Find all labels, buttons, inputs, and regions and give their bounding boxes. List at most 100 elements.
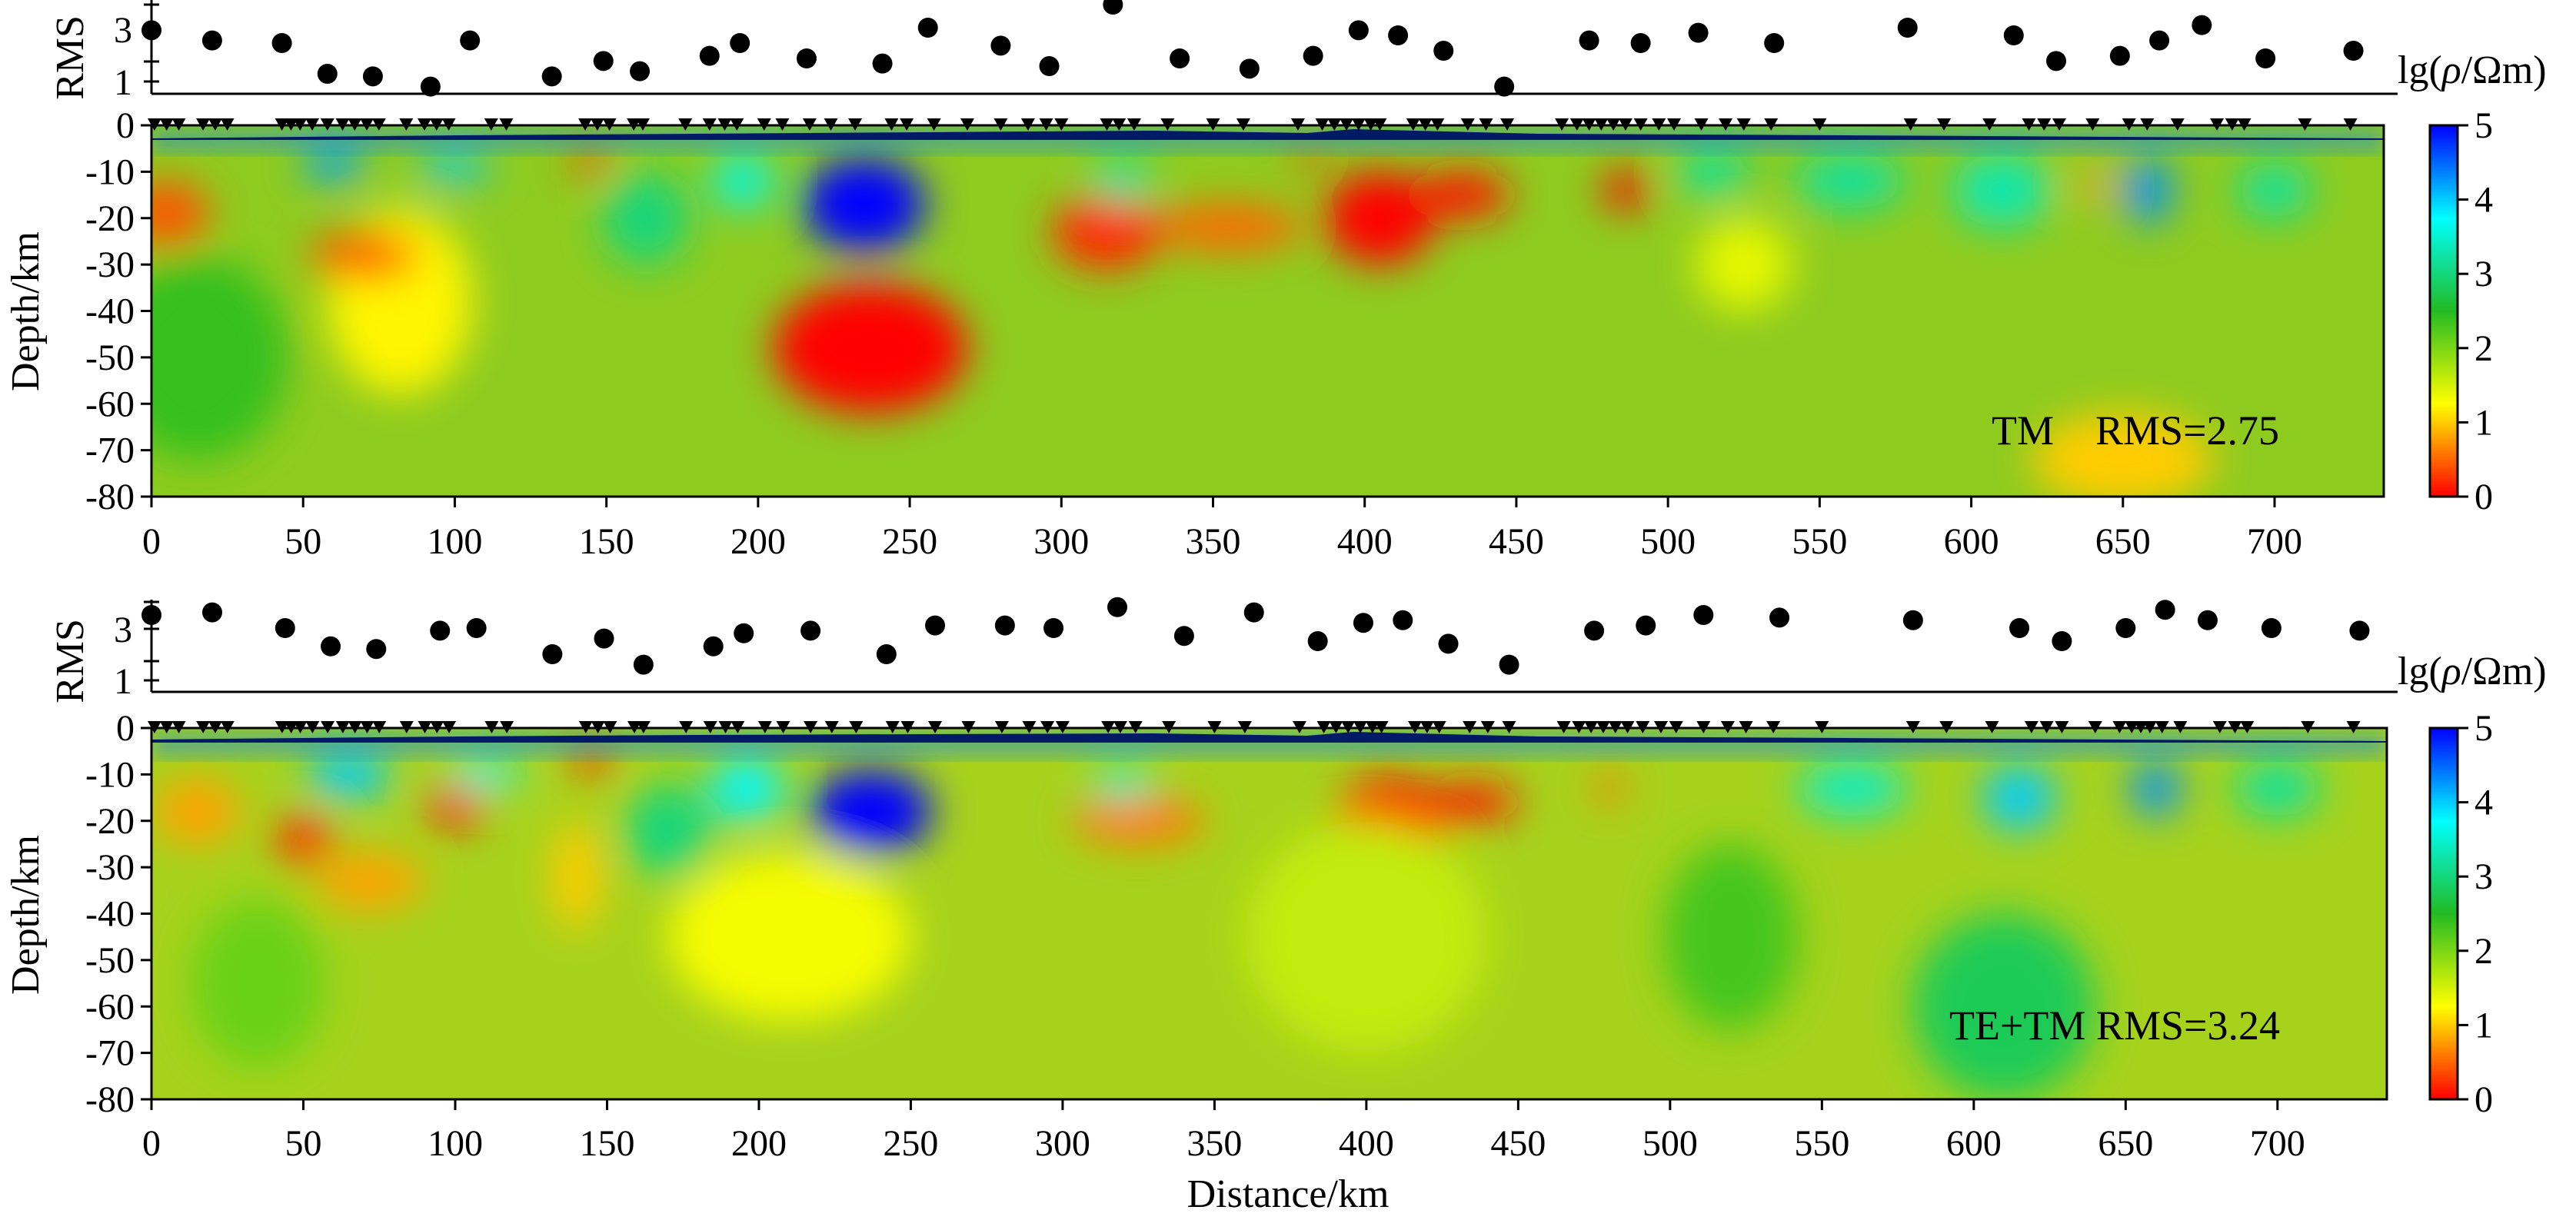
station-marker xyxy=(1720,721,1735,733)
distance-tick-label: 0 xyxy=(142,1123,161,1164)
station-marker xyxy=(1985,721,1999,733)
resistivity-anomaly xyxy=(804,158,925,251)
rms-tick-label-3: 3 xyxy=(114,610,132,650)
colorbar-tick-label: 2 xyxy=(2474,328,2493,369)
colorbar-tick-label: 0 xyxy=(2474,1079,2493,1120)
rms-point xyxy=(1388,25,1409,45)
station-marker xyxy=(1127,118,1141,131)
station-marker xyxy=(275,118,289,131)
station-marker xyxy=(1739,721,1753,733)
te-tm-panel: RMS 3 1 0 -10 -20 -30 -40 -50 -60 -70 -80 xyxy=(4,597,2547,1216)
station-marker xyxy=(1620,721,1635,733)
station-marker xyxy=(2142,721,2157,733)
colorbar-tick-label: 4 xyxy=(2474,783,2493,823)
resistivity-anomaly xyxy=(1797,760,1907,816)
station-marker xyxy=(1500,118,1515,131)
rms-point xyxy=(1173,626,1194,647)
rms-point xyxy=(141,605,161,625)
station-marker xyxy=(1340,118,1354,131)
rms-point xyxy=(1438,633,1459,654)
resistivity-anomaly xyxy=(1591,774,1628,803)
depth-tick-label: -70 xyxy=(85,430,135,471)
depth-tick-label: -20 xyxy=(85,801,135,842)
resistivity-anomaly xyxy=(418,153,491,181)
rms-point xyxy=(2046,51,2067,71)
station-marker xyxy=(678,118,693,131)
station-marker xyxy=(578,721,593,733)
rms-point xyxy=(271,33,292,53)
station-marker xyxy=(1636,721,1650,733)
station-marker xyxy=(885,721,900,733)
rms-point xyxy=(1170,48,1190,68)
station-marker xyxy=(159,721,174,733)
depth-tick-label: 0 xyxy=(116,708,135,749)
rms-point xyxy=(1579,30,1599,51)
resistivity-anomaly xyxy=(1601,171,1650,209)
station-marker xyxy=(635,118,650,131)
rms-point xyxy=(630,61,651,81)
distance-tick-label: 600 xyxy=(1944,521,1999,562)
depth-ticks: 0 -10 -20 -30 -40 -50 -60 -70 -80 xyxy=(85,708,151,1120)
rms-tick-label-1: 1 xyxy=(114,661,132,702)
station-marker xyxy=(2022,118,2036,131)
resistivity-section: 0 -10 -20 -30 -40 -50 -60 -70 -80 0 50 100 150 200 25… xyxy=(4,708,2388,1216)
rms-point xyxy=(362,66,383,87)
station-marker xyxy=(1582,118,1596,131)
rms-point xyxy=(201,30,222,51)
station-marker xyxy=(1502,721,1516,733)
station-marker xyxy=(961,721,976,733)
station-marker xyxy=(1937,118,1952,131)
station-marker xyxy=(2173,721,2188,733)
resistivity-anomaly xyxy=(603,171,689,265)
station-marker xyxy=(305,118,320,131)
station-marker xyxy=(171,721,186,733)
resistivity-anomaly xyxy=(2238,162,2311,218)
station-marker xyxy=(441,118,456,131)
station-marker xyxy=(2301,721,2315,733)
rms-point xyxy=(1348,20,1369,41)
station-marker xyxy=(730,118,744,131)
rms-point xyxy=(1897,18,1918,38)
colorbar-label-prefix: lg( xyxy=(2398,650,2442,693)
rms-point xyxy=(1353,613,1373,633)
rms-point xyxy=(734,623,754,643)
station-marker xyxy=(578,118,593,131)
rms-point xyxy=(1393,610,1413,630)
station-marker xyxy=(429,118,444,131)
distance-tick-label: 700 xyxy=(2250,1123,2305,1164)
resistivity-anomaly xyxy=(1413,171,1511,218)
station-marker xyxy=(1315,118,1330,131)
rms-point xyxy=(466,618,487,638)
station-marker xyxy=(499,118,514,131)
colorbar-label-rho: ρ xyxy=(2441,48,2461,92)
resistivity-anomaly xyxy=(1952,153,2051,228)
resistivity-anomaly xyxy=(449,760,522,789)
distance-tick-label: 550 xyxy=(1792,521,1847,562)
resistivity-section: 0 -10 -20 -30 -40 -50 -60 -70 -80 0 50 100 150 200 25… xyxy=(4,105,2385,562)
resistivity-anomaly xyxy=(309,231,419,279)
distance-tick-label: 300 xyxy=(1033,521,1089,562)
distance-tick-label: 50 xyxy=(285,521,321,562)
rms-points xyxy=(141,597,2370,675)
station-marker xyxy=(320,118,334,131)
colorbar-label-suffix: /Ωm) xyxy=(2461,650,2547,693)
depth-tick-label: -60 xyxy=(85,986,135,1027)
station-marker xyxy=(1341,721,1356,733)
rms-point xyxy=(1494,76,1515,97)
station-marker xyxy=(1363,118,1378,131)
station-marker xyxy=(1112,118,1127,131)
station-marker xyxy=(348,721,362,733)
station-markers xyxy=(147,721,2361,733)
rms-point xyxy=(1764,33,1785,53)
station-marker xyxy=(1207,721,1222,733)
topography-line xyxy=(151,129,2384,140)
rms-point xyxy=(275,618,295,638)
distance-tick-label: 50 xyxy=(285,1123,321,1164)
distance-tick-label: 150 xyxy=(579,521,634,562)
rms-point xyxy=(925,615,946,636)
distance-tick-label: 100 xyxy=(427,521,482,562)
resistivity-anomaly xyxy=(1795,153,1905,209)
station-marker xyxy=(804,721,818,733)
depth-tick-label: -80 xyxy=(85,477,135,517)
resistivity-anomaly xyxy=(151,181,209,246)
